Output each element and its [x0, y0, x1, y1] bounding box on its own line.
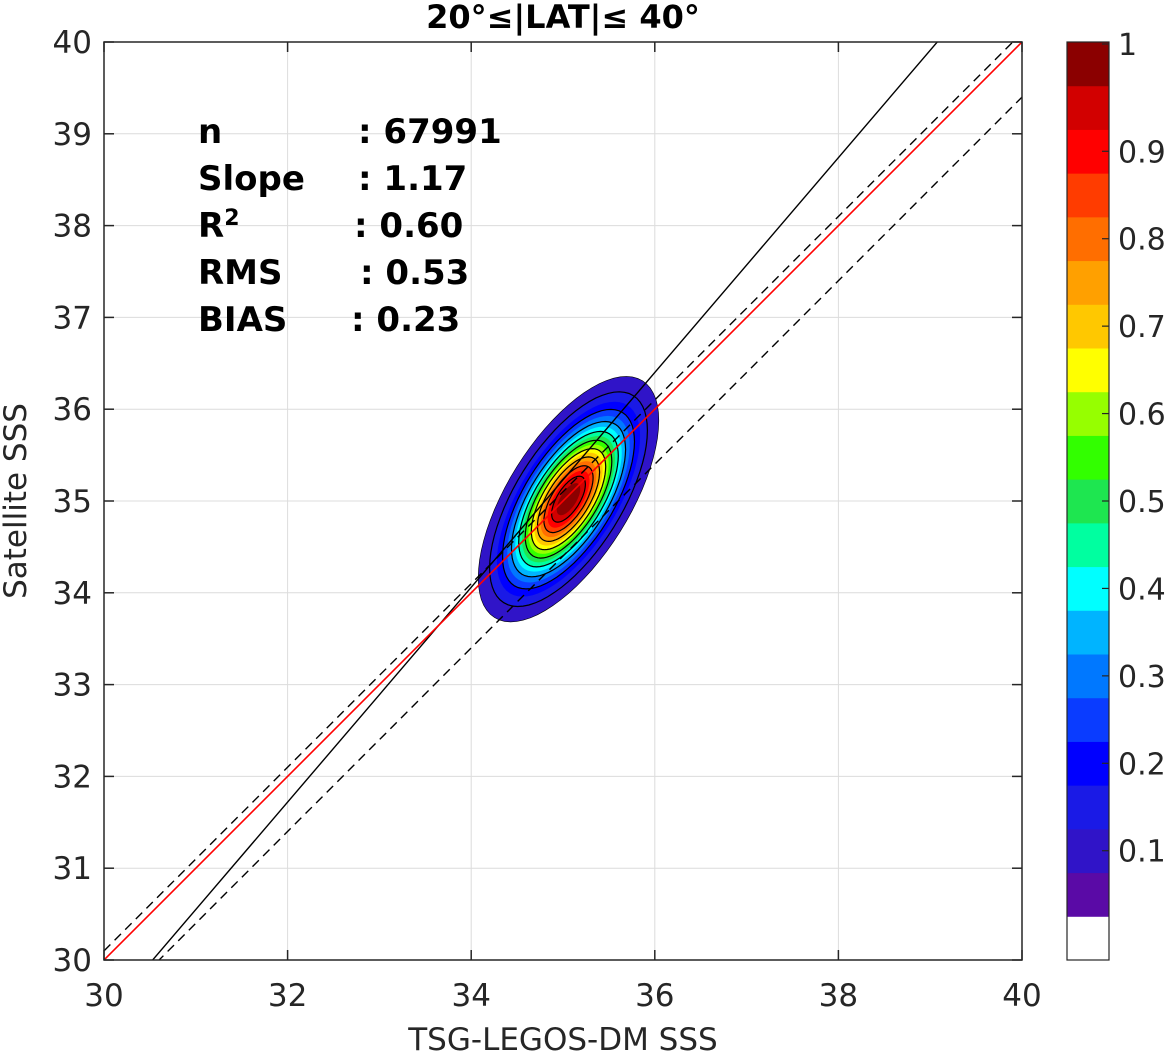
colorbar-swatch — [1067, 872, 1109, 917]
upper-dashed-line — [104, 42, 1014, 952]
colorbar-tick-label: 0.7 — [1118, 310, 1166, 345]
stat-label: n — [198, 112, 222, 152]
colorbar-tick-label: 0.6 — [1118, 398, 1166, 433]
y-tick-label: 30 — [53, 943, 92, 979]
axis-ticks: 30 32 34 36 38 40 30 31 32 33 34 35 36 37 38 39 40 — [53, 25, 1042, 1014]
x-tick-label: 38 — [819, 978, 858, 1014]
stat-value: : 0.60 — [354, 206, 463, 246]
stat-value: : 67991 — [358, 112, 502, 152]
x-axis-label: TSG-LEGOS-DM SSS — [407, 1022, 717, 1055]
density-contours — [477, 376, 660, 623]
y-tick-label: 37 — [53, 300, 92, 336]
x-tick-label: 34 — [451, 978, 490, 1014]
colorbar-swatch — [1067, 610, 1109, 655]
colorbar-swatch — [1067, 42, 1109, 87]
colorbar-swatch — [1067, 697, 1109, 742]
colorbar-swatch — [1067, 85, 1109, 130]
colorbar-tick-label: 0.9 — [1118, 135, 1166, 170]
x-tick-label: 36 — [635, 978, 674, 1014]
reference-lines — [104, 42, 1022, 960]
colorbar-tick-label: 0.5 — [1118, 485, 1166, 520]
colorbar-swatch — [1067, 260, 1109, 305]
y-tick-label: 39 — [53, 117, 92, 153]
stat-value: : 0.23 — [351, 300, 460, 340]
colorbar-tick-label: 0.8 — [1118, 223, 1166, 258]
y-tick-label: 35 — [53, 484, 92, 520]
regression-line — [151, 42, 939, 960]
colorbar-tick-label: 0.2 — [1118, 747, 1166, 782]
one-to-one-line — [104, 42, 1022, 960]
stat-label: Slope — [198, 159, 305, 199]
y-tick-label: 31 — [53, 851, 92, 887]
colorbar-tick-label: 0.4 — [1118, 572, 1166, 607]
stat-label: BIAS — [198, 300, 287, 340]
stat-label: RMS — [198, 253, 283, 293]
y-tick-label: 33 — [53, 668, 92, 704]
y-tick-label: 38 — [53, 209, 92, 245]
stat-value: : 1.17 — [358, 159, 467, 199]
chart-title: 20°≤|LAT|≤ 40° — [426, 0, 700, 37]
colorbar-tick-label: 1 — [1118, 28, 1137, 63]
density-band — [556, 483, 581, 516]
x-tick-label: 32 — [268, 978, 307, 1014]
colorbar-swatch — [1067, 173, 1109, 218]
y-tick-label: 32 — [53, 759, 92, 795]
y-tick-label: 34 — [53, 576, 92, 612]
colorbar-tick-label: 0.3 — [1118, 660, 1166, 695]
x-tick-label: 30 — [84, 978, 123, 1014]
colorbar-swatch — [1067, 348, 1109, 393]
colorbar-swatch — [1067, 522, 1109, 568]
lower-dashed-line — [158, 96, 1022, 960]
colorbar-swatch — [1067, 435, 1109, 480]
colorbar-swatch — [1067, 916, 1109, 961]
y-tick-label: 40 — [53, 25, 92, 61]
colorbar-swatch — [1067, 785, 1109, 830]
x-tick-label: 40 — [1002, 978, 1041, 1014]
stat-value: : 0.53 — [360, 253, 469, 293]
colorbar-tick-label: 0.1 — [1118, 835, 1166, 870]
colorbar: 0.1 0.2 0.3 0.4 0.5 0.6 0.7 0.8 0.9 1 — [1066, 28, 1166, 961]
y-tick-label: 36 — [53, 392, 92, 428]
y-axis-label: Satellite SSS — [0, 403, 34, 599]
